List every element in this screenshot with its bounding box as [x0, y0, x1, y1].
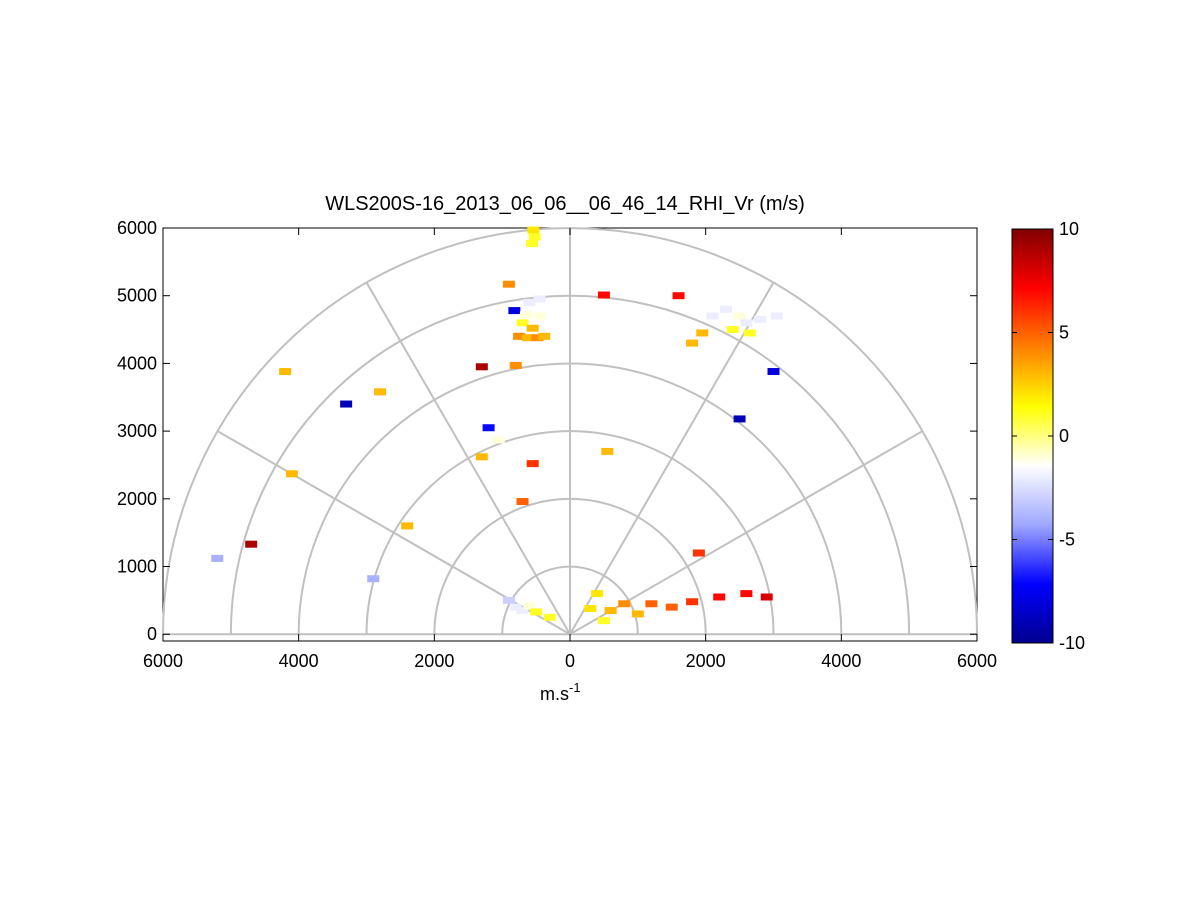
- y-tick-label: 5000: [117, 286, 157, 306]
- data-point: [401, 522, 414, 530]
- data-point: [509, 603, 522, 611]
- colorbar-tick-label: 10: [1059, 219, 1079, 239]
- y-tick-label: 0: [147, 624, 157, 644]
- data-point: [538, 332, 551, 340]
- x-tick-label: 4000: [821, 651, 861, 671]
- data-point: [543, 613, 556, 621]
- data-point: [672, 292, 685, 300]
- data-point: [516, 498, 529, 506]
- data-point: [696, 329, 709, 337]
- data-point: [591, 590, 604, 598]
- data-points: [211, 226, 783, 625]
- data-point: [531, 334, 544, 342]
- data-point: [733, 312, 746, 320]
- x-axis: 6000 4000 2000 0 2000 4000 6000: [143, 228, 997, 671]
- data-point: [492, 436, 505, 444]
- data-point: [516, 607, 529, 615]
- data-point: [686, 598, 699, 606]
- data-point: [526, 324, 539, 332]
- y-axis: 0 1000 2000 3000 4000 5000 6000: [117, 218, 977, 644]
- data-point: [686, 339, 699, 347]
- data-point: [475, 363, 488, 371]
- data-point: [211, 554, 224, 562]
- x-tick-label: 0: [565, 651, 575, 671]
- data-point: [374, 388, 387, 396]
- data-point: [706, 312, 719, 320]
- colorbar-tick-label: -10: [1059, 633, 1085, 653]
- data-point: [285, 470, 298, 478]
- data-point: [584, 605, 597, 613]
- data-point: [475, 453, 488, 461]
- colorbar-tick-label: 5: [1059, 323, 1069, 343]
- x-axis-label-base: m.s: [540, 684, 569, 704]
- data-point: [245, 540, 258, 548]
- data-point: [526, 460, 539, 468]
- polar-spoke: [365, 281, 571, 635]
- data-point: [502, 280, 515, 288]
- data-point: [760, 593, 773, 601]
- data-point: [743, 329, 756, 337]
- data-point: [521, 334, 534, 342]
- data-point: [753, 315, 766, 323]
- x-tick-label: 2000: [686, 651, 726, 671]
- data-point: [533, 312, 546, 320]
- data-point: [645, 600, 658, 608]
- colorbar: [1011, 228, 1054, 644]
- y-tick-label: 2000: [117, 489, 157, 509]
- data-point: [631, 610, 644, 618]
- data-point: [516, 319, 529, 327]
- data-point: [726, 326, 739, 334]
- y-tick-label: 4000: [117, 353, 157, 373]
- data-point: [526, 240, 539, 248]
- colorbar-tick-label: 0: [1059, 426, 1069, 446]
- data-point: [533, 295, 546, 303]
- data-point: [509, 361, 522, 369]
- data-point: [513, 332, 526, 340]
- data-point: [530, 608, 543, 616]
- data-point: [720, 305, 733, 313]
- data-point: [713, 593, 726, 601]
- data-point: [340, 400, 353, 408]
- x-tick-label: 6000: [143, 651, 183, 671]
- colorbar-ticks: 10 5 0 -5 -10: [1012, 219, 1085, 653]
- data-point: [523, 298, 536, 306]
- polar-spoke: [569, 281, 775, 635]
- data-point: [618, 600, 631, 608]
- data-point: [597, 291, 610, 299]
- y-tick-label: 3000: [117, 421, 157, 441]
- x-tick-label: 4000: [279, 651, 319, 671]
- data-point: [692, 549, 705, 557]
- data-point: [279, 368, 292, 376]
- x-axis-label-exponent: -1: [569, 680, 581, 695]
- data-point: [770, 312, 783, 320]
- data-point: [508, 307, 521, 315]
- data-point: [740, 319, 753, 327]
- data-point: [527, 226, 540, 234]
- data-point: [604, 607, 617, 615]
- data-point: [528, 233, 541, 241]
- colorbar-tick-label: -5: [1059, 530, 1075, 550]
- data-point: [502, 596, 515, 604]
- x-tick-label: 2000: [414, 651, 454, 671]
- data-point: [665, 603, 678, 611]
- y-tick-label: 6000: [117, 218, 157, 238]
- data-point: [367, 575, 380, 583]
- data-point: [740, 590, 753, 598]
- x-tick-label: 6000: [957, 651, 997, 671]
- data-point: [482, 424, 495, 432]
- data-point: [733, 415, 746, 423]
- data-point: [767, 368, 780, 376]
- chart-title: WLS200S-16_2013_06_06__06_46_14_RHI_Vr (…: [325, 193, 805, 215]
- data-point: [523, 602, 536, 610]
- x-axis-label: m.s-1: [540, 680, 581, 704]
- data-point: [597, 617, 610, 625]
- y-tick-label: 1000: [117, 557, 157, 577]
- data-point: [519, 311, 532, 319]
- data-point: [601, 447, 614, 455]
